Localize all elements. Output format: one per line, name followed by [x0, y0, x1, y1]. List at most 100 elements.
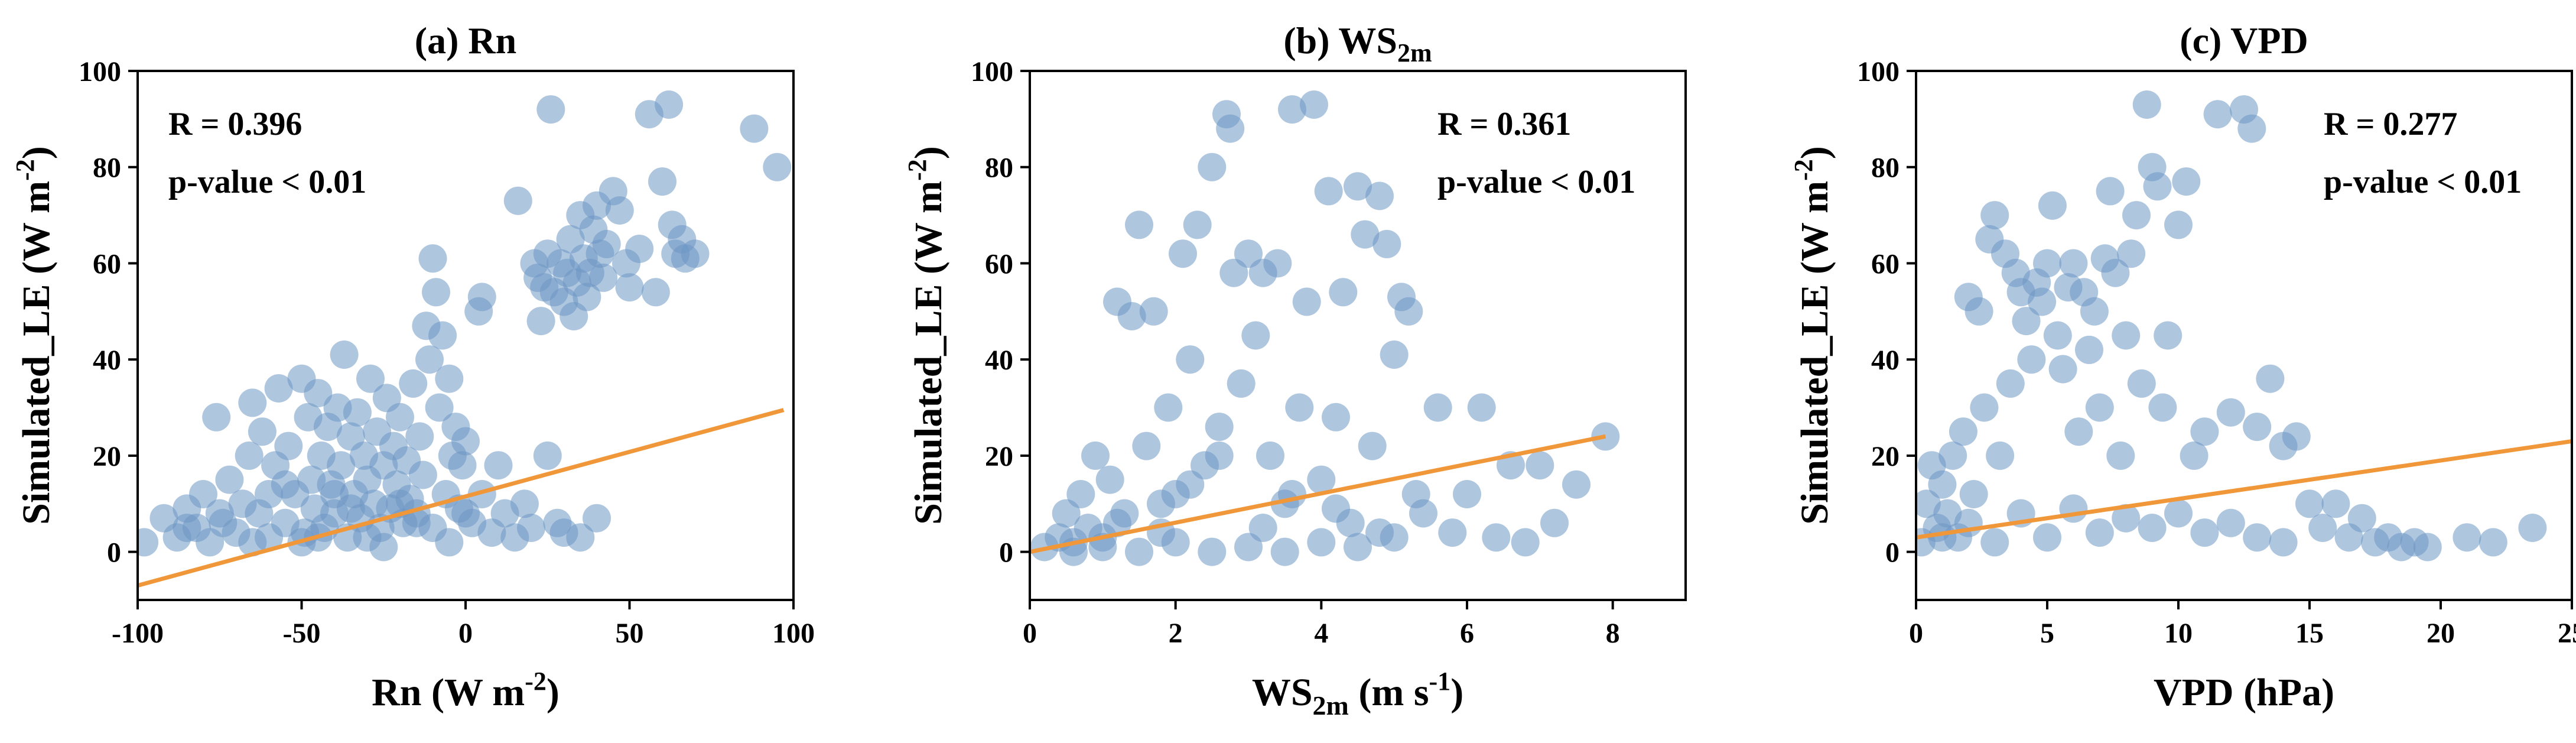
- scatter-point: [422, 278, 450, 307]
- chart-panel-1: -100 -50 0 50 100 0 20 40 60 80 100 (a) Rn Rn (W m-2…: [11, 20, 815, 714]
- scatter-point: [1234, 239, 1263, 268]
- scatter-point: [1147, 489, 1175, 518]
- y-tick-label: 40: [93, 345, 121, 376]
- scatter-point: [763, 153, 792, 181]
- scatter-point: [2012, 307, 2041, 336]
- scatter-point: [2112, 504, 2141, 533]
- correlation-annotation: R = 0.396: [168, 106, 302, 142]
- scatter-point: [2080, 297, 2109, 326]
- scatter-point: [526, 307, 555, 336]
- y-tick-label: 80: [985, 153, 1013, 184]
- scatter-point: [1154, 393, 1183, 422]
- scatter-point: [1263, 249, 1292, 278]
- scatter-point: [238, 388, 267, 417]
- scatter-point: [1928, 470, 1957, 499]
- scatter-point: [615, 273, 644, 302]
- scatter-point: [1344, 172, 1372, 201]
- scatter-point: [655, 90, 684, 119]
- scatter-point: [248, 417, 277, 446]
- scatter-point: [1066, 480, 1095, 508]
- scatter-point: [1270, 537, 1299, 566]
- scatter-point: [2190, 417, 2219, 446]
- y-tick-label: 60: [1871, 248, 1900, 280]
- scatter-point: [1205, 413, 1234, 442]
- regression-line: [138, 408, 785, 588]
- scatter-point: [415, 345, 444, 374]
- x-tick-label: 0: [458, 618, 473, 649]
- scatter-point: [435, 364, 464, 393]
- scatter-point: [1314, 177, 1343, 206]
- scatter-point: [592, 229, 621, 258]
- scatter-point: [189, 480, 217, 508]
- x-tick-label: 20: [2427, 618, 2455, 649]
- scatter-point: [2347, 504, 2376, 533]
- scatter-point: [2059, 494, 2088, 523]
- scatter-points: [138, 90, 792, 562]
- chart-panel-3: 0 5 10 15 20 25 0 20 40 60 80 100 (c) VPD VPD (hPa) Si…: [1789, 20, 2576, 714]
- scatter-point: [369, 533, 398, 562]
- scatter-point: [304, 379, 333, 408]
- scatter-point: [2122, 201, 2151, 230]
- scatter-point: [2190, 518, 2219, 547]
- scatter-point: [1278, 95, 1306, 124]
- scatter-point: [202, 403, 231, 431]
- scatter-point: [1438, 518, 1467, 547]
- x-tick-label: 10: [2164, 618, 2193, 649]
- scatter-point: [1132, 431, 1161, 460]
- scatter-point: [2479, 528, 2507, 557]
- scatter-point: [536, 95, 565, 124]
- scatter-point: [343, 398, 372, 427]
- plot-frame: [1915, 70, 2573, 601]
- scatter-point: [2127, 369, 2156, 398]
- scatter-point: [740, 114, 769, 143]
- scatter-point: [205, 499, 234, 528]
- scatter-point: [1285, 393, 1314, 422]
- scatter-point: [1322, 403, 1350, 431]
- scatter-point: [1344, 533, 1372, 562]
- x-tick-label: -50: [283, 618, 321, 649]
- scatter-point: [1248, 514, 1277, 542]
- y-tick-label: 60: [93, 248, 121, 280]
- scatter-point: [1358, 431, 1387, 460]
- scatter-point: [1329, 278, 1358, 307]
- scatter-point: [484, 451, 513, 480]
- scatter-point: [1219, 258, 1248, 287]
- scatter-point: [1394, 297, 1423, 326]
- scatter-point: [2295, 489, 2324, 518]
- y-tick-label: 20: [1871, 441, 1900, 472]
- scatter-point: [2106, 441, 2135, 470]
- scatter-point: [235, 441, 264, 470]
- scatter-point: [2216, 398, 2245, 427]
- scatter-point: [418, 244, 447, 273]
- scatter-point: [464, 297, 493, 326]
- x-tick-label: 50: [616, 618, 644, 649]
- scatter-point: [1125, 537, 1153, 566]
- scatter-point: [1234, 533, 1263, 562]
- x-tick-label: 5: [2040, 618, 2054, 649]
- scatter-point: [1292, 287, 1321, 316]
- scatter-point: [336, 494, 365, 523]
- x-tick-label: 8: [1606, 618, 1620, 649]
- y-axis-label: Simulated_LE (W m-2): [1789, 146, 1836, 525]
- scatter-point: [2064, 417, 2093, 446]
- scatter-point: [2203, 100, 2232, 129]
- scatter-point: [648, 167, 676, 196]
- scatter-point: [356, 364, 385, 393]
- scatter-point: [1365, 518, 1394, 547]
- scatter-point: [1307, 465, 1336, 494]
- scatter-point: [425, 393, 454, 422]
- scatter-point: [641, 278, 670, 307]
- scatter-point: [1959, 480, 1988, 508]
- scatter-point: [681, 239, 710, 268]
- scatter-point: [1409, 499, 1437, 528]
- x-axis-label: VPD (hPa): [2154, 671, 2334, 714]
- scatter-point: [2138, 514, 2167, 542]
- scatter-point: [1198, 537, 1227, 566]
- scatter-point: [510, 489, 539, 518]
- x-axis-label: Rn (W m-2): [372, 667, 560, 714]
- scatter-point: [1307, 528, 1336, 557]
- scatter-point: [1205, 441, 1234, 470]
- scatter-point: [605, 196, 634, 225]
